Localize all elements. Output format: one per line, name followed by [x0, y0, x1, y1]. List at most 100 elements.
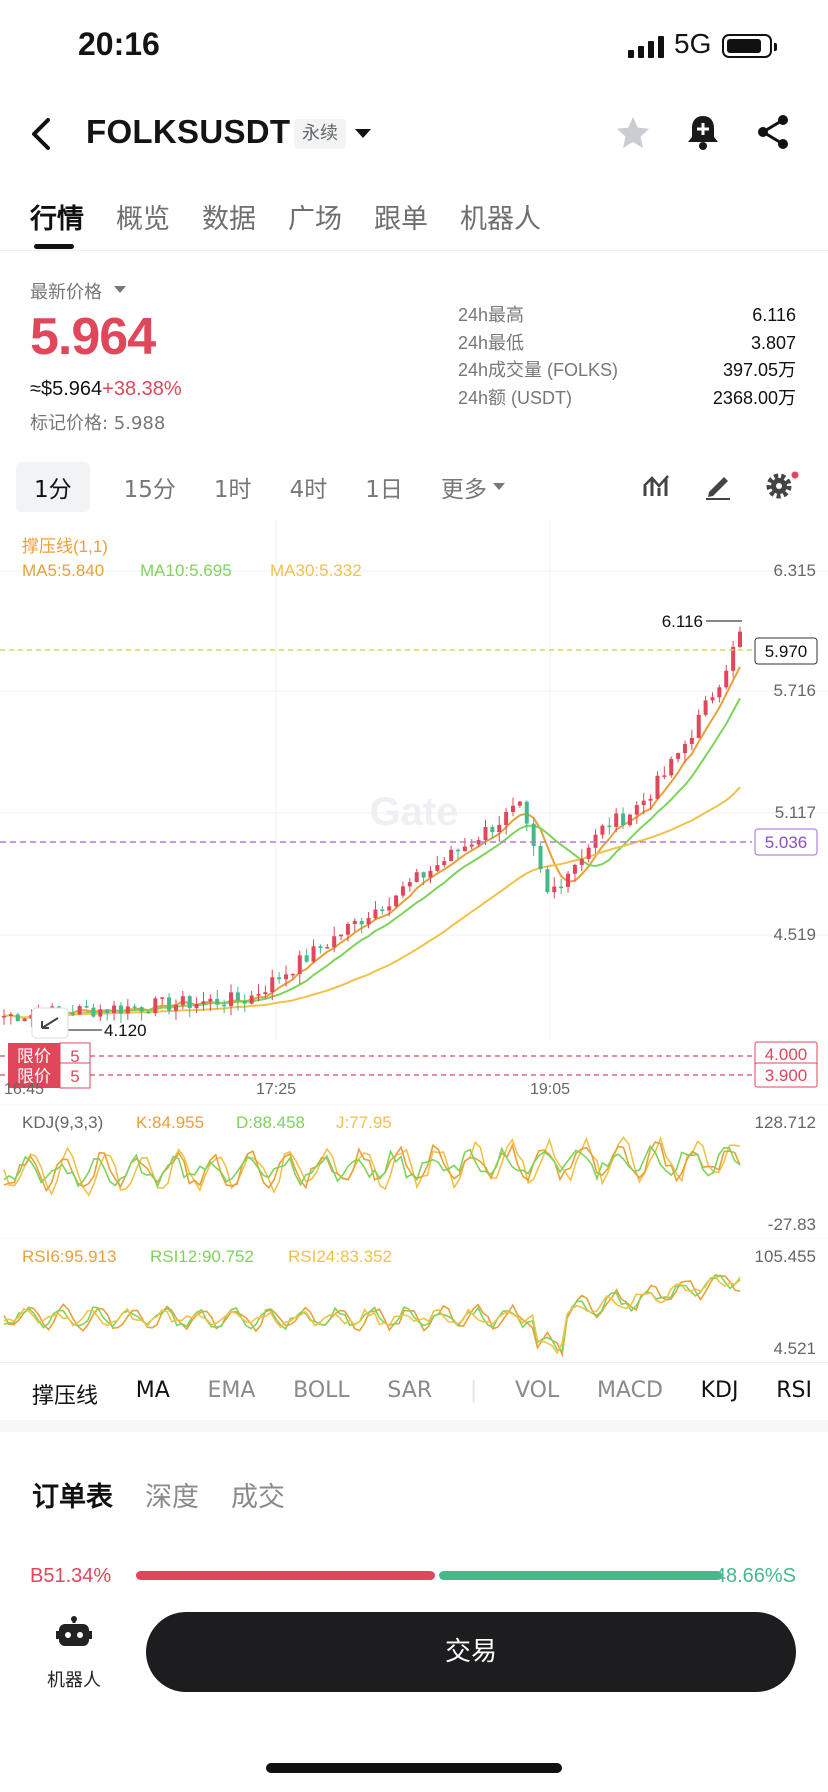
candle	[662, 775, 667, 777]
latest-price-label[interactable]: 最新价格	[30, 282, 102, 303]
candle	[710, 697, 715, 701]
indicator-macd[interactable]: MACD	[596, 1378, 663, 1403]
svg-text:限价: 限价	[17, 1047, 51, 1066]
robot-label[interactable]: 机器人	[47, 1670, 101, 1691]
candle	[600, 825, 605, 835]
ma5-legend: MA5:5.840	[22, 561, 104, 580]
candle	[118, 1005, 123, 1014]
x-tick: 16:45	[4, 1081, 44, 1098]
sr-legend: 撑压线(1,1)	[22, 537, 108, 556]
candle	[2, 1016, 6, 1018]
candle	[345, 924, 350, 935]
candle	[235, 992, 240, 1001]
candle	[655, 775, 660, 799]
limit-order-tag	[8, 1063, 60, 1088]
settings-icon[interactable]	[764, 470, 800, 502]
main-tabs: 行情 概览 数据 广场 跟单 机器人	[30, 197, 541, 236]
gate-watermark: Gate	[370, 790, 459, 834]
dropdown-icon[interactable]	[354, 127, 372, 141]
timeframe-1h[interactable]: 1时	[213, 477, 252, 503]
candle	[559, 886, 564, 889]
tab-copy-trade[interactable]: 跟单	[374, 204, 428, 235]
indicator-vol[interactable]: VOL	[514, 1378, 560, 1403]
candle	[167, 997, 172, 1011]
tab-market[interactable]: 行情	[30, 204, 84, 235]
high-marker: 6.116	[662, 612, 703, 631]
candle	[380, 909, 385, 912]
stat-row: 24h最低 3.807	[458, 332, 796, 353]
tab-order-book[interactable]: 订单表	[32, 1482, 113, 1513]
candle	[455, 849, 460, 852]
kdj-chart[interactable]: KDJ(9,3,3) K:84.955 D:88.458 J:77.95 128…	[0, 1104, 828, 1238]
candle	[194, 1003, 199, 1009]
candle	[256, 994, 261, 996]
kdj-lines-series-2	[3, 1144, 741, 1189]
buy-ratio-fill	[136, 1571, 435, 1580]
current-price-tag-text: 5.970	[765, 642, 808, 661]
indicator-icon[interactable]	[642, 472, 670, 500]
svg-text:128.712: 128.712	[755, 1113, 816, 1132]
timeframe-1d[interactable]: 1日	[365, 477, 403, 503]
robot-icon[interactable]	[56, 1616, 92, 1650]
indicator-sar[interactable]: SAR	[387, 1378, 433, 1403]
candle	[435, 865, 440, 871]
candle	[112, 1005, 117, 1014]
tab-data[interactable]: 数据	[202, 204, 256, 235]
indicator-kdj[interactable]: KDJ	[700, 1378, 739, 1403]
timeframe-4h[interactable]: 4时	[289, 477, 328, 503]
back-icon[interactable]	[28, 116, 56, 152]
y-tick: 6.315	[773, 561, 816, 580]
candle	[731, 646, 736, 671]
tab-depth[interactable]: 深度	[145, 1482, 199, 1513]
rsi-chart[interactable]: RSI6:95.913 RSI12:90.752 RSI24:83.352 10…	[0, 1238, 828, 1362]
indicator-boll[interactable]: BOLL	[293, 1378, 350, 1403]
candle	[552, 886, 557, 893]
candle	[621, 813, 626, 826]
timeframe-1m[interactable]: 1分	[16, 462, 90, 512]
candle	[676, 753, 681, 759]
price-chart[interactable]: Gate 撑压线(1,1) MA5:5.840 MA10:5.695 MA30:…	[0, 520, 828, 1110]
rsi-lines-series-0	[3, 1273, 741, 1358]
bell-plus-icon[interactable]	[686, 112, 720, 152]
star-icon[interactable]	[614, 114, 652, 152]
network-label: 5G	[674, 28, 712, 59]
stat-row: 24h额 (USDT) 2368.00万	[458, 387, 796, 408]
candle	[738, 631, 742, 647]
trade-button[interactable]: 交易	[146, 1612, 796, 1692]
candle	[22, 1018, 27, 1022]
tab-overview[interactable]: 概览	[116, 204, 170, 235]
candle	[373, 909, 378, 919]
candle	[153, 998, 158, 1014]
tab-square[interactable]: 广场	[288, 204, 342, 235]
indicator-sr[interactable]: 撑压线	[32, 1384, 99, 1409]
candle	[593, 834, 598, 848]
svg-text:4.521: 4.521	[773, 1339, 816, 1358]
candle	[332, 936, 337, 948]
timeframe-bar: 1分 15分 1时 4时 1日 更多	[16, 462, 505, 512]
candle	[627, 814, 632, 826]
pair-title[interactable]: FOLKSUSDT	[86, 113, 291, 150]
timeframe-15m[interactable]: 15分	[123, 477, 176, 503]
candle	[222, 1004, 227, 1007]
candle	[215, 998, 220, 1005]
home-indicator	[266, 1763, 562, 1773]
indicator-ema[interactable]: EMA	[207, 1378, 256, 1403]
tab-trades[interactable]: 成交	[231, 1482, 285, 1513]
candle	[387, 906, 392, 911]
order-price-tag: 3.900	[765, 1066, 808, 1085]
candle	[531, 823, 536, 847]
signal-icon	[628, 34, 664, 58]
low-marker: 4.120	[104, 1021, 147, 1040]
support-tag	[754, 828, 818, 856]
share-icon[interactable]	[756, 114, 790, 150]
tab-robot[interactable]: 机器人	[460, 204, 541, 235]
candle	[290, 973, 295, 976]
change-percent: +38.38%	[102, 378, 182, 400]
indicator-rsi[interactable]: RSI	[776, 1378, 812, 1403]
draw-tool-icon[interactable]	[704, 470, 732, 500]
candle	[352, 920, 357, 925]
indicator-ma[interactable]: MA	[135, 1378, 170, 1403]
candle	[517, 801, 522, 806]
timeframe-more[interactable]: 更多	[440, 477, 487, 503]
svg-text:5: 5	[70, 1047, 79, 1066]
